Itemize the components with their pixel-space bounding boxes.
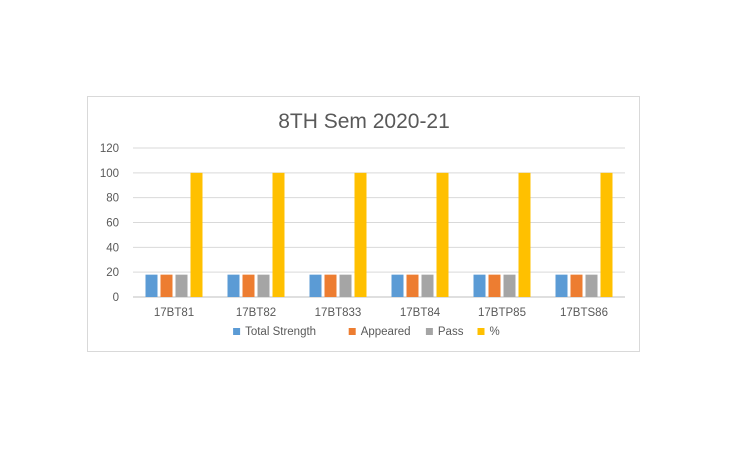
bar-percent: [600, 172, 613, 297]
bar-total-strength: [309, 274, 322, 297]
legend-item: Total Strength: [233, 326, 316, 338]
y-tick-label: 80: [106, 193, 119, 205]
y-tick-label: 100: [100, 168, 119, 180]
bar-percent: [272, 172, 285, 297]
bar-percent: [190, 172, 203, 297]
x-tick-label: 17BT84: [400, 307, 441, 319]
legend-swatch: [477, 328, 485, 335]
gridlines: [133, 147, 625, 298]
legend-swatch: [425, 328, 433, 335]
x-axis-ticks: 17BT81 17BT82 17BT833 17BT84 17BTP85 17BTS86: [154, 307, 608, 319]
legend-label: Pass: [438, 326, 464, 338]
bar-pass: [421, 274, 434, 297]
legend-swatch: [348, 328, 356, 335]
x-tick-label: 17BTS86: [560, 307, 608, 319]
bar-appeared: [324, 274, 337, 297]
bars: [145, 172, 613, 297]
y-axis-ticks: 0 20 40 60 80 100 120: [100, 143, 119, 304]
bar-appeared: [160, 274, 173, 297]
bar-total-strength: [391, 274, 404, 297]
x-tick-label: 17BT81: [154, 307, 194, 319]
bar-pass: [503, 274, 516, 297]
bar-appeared: [242, 274, 255, 297]
y-tick-label: 40: [106, 242, 119, 254]
chart-title: 8TH Sem 2020-21: [278, 110, 450, 133]
bar-total-strength: [555, 274, 568, 297]
legend: Total Strength Appeared Pass%: [233, 326, 500, 338]
bar-appeared: [406, 274, 419, 297]
legend-item: Pass: [425, 326, 464, 338]
bar-pass: [585, 274, 598, 297]
legend-label: Appeared: [361, 326, 411, 338]
bar-pass: [175, 274, 188, 297]
bar-total-strength: [145, 274, 158, 297]
bar-percent: [436, 172, 449, 297]
x-tick-label: 17BT833: [315, 307, 362, 319]
x-tick-label: 17BTP85: [478, 307, 526, 319]
bar-pass: [257, 274, 270, 297]
y-tick-label: 60: [106, 218, 119, 230]
bar-percent: [354, 172, 367, 297]
y-tick-label: 20: [106, 267, 119, 279]
bar-total-strength: [227, 274, 240, 297]
legend-item: %: [477, 326, 500, 338]
legend-label: Total Strength: [245, 326, 316, 338]
legend-item: Appeared: [348, 326, 411, 338]
bar-appeared: [570, 274, 583, 297]
y-tick-label: 0: [113, 292, 119, 304]
y-tick-label: 120: [100, 143, 119, 155]
bar-percent: [518, 172, 531, 297]
bar-appeared: [488, 274, 501, 297]
x-tick-label: 17BT82: [236, 307, 276, 319]
bar-pass: [339, 274, 352, 297]
chart-frame: 8TH Sem 2020-21 0 20 40 60 80 100 120 17BT81 17…: [87, 96, 640, 352]
legend-swatch: [233, 328, 241, 335]
legend-label: %: [490, 326, 500, 338]
bar-total-strength: [473, 274, 486, 297]
